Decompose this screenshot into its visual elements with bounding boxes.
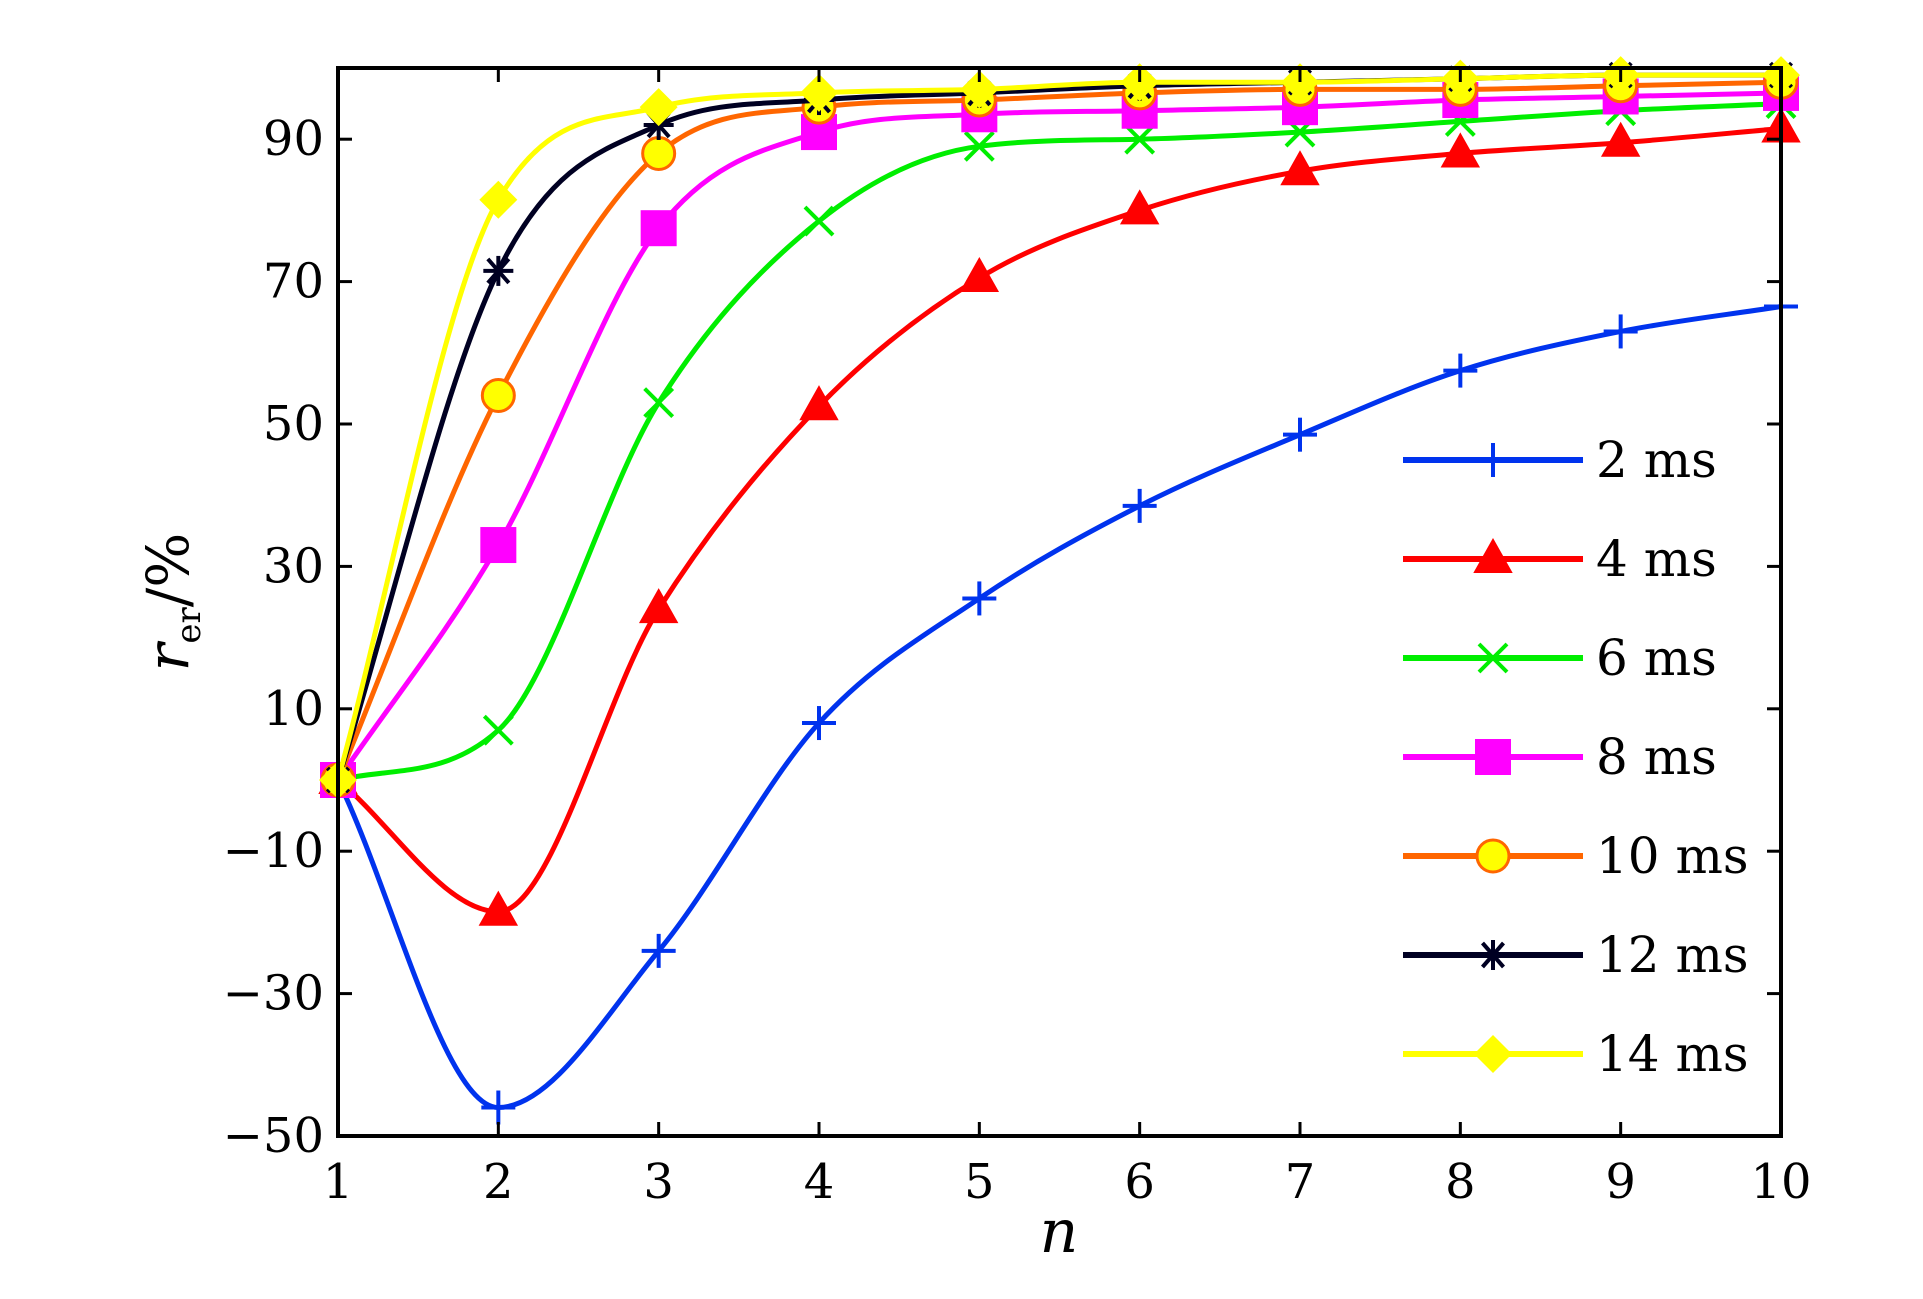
legend-item-10ms: 10 ms [1403,827,1749,885]
x-tick-label: 7 [1285,1154,1316,1210]
data-point-2ms-n6 [1122,488,1157,523]
series-2ms [321,289,1798,1125]
data-point-14ms-n3 [639,88,678,127]
legend-marker [1474,1035,1512,1073]
tick-layer: 1 2 3 4 5 6 7 8 9 10 −50 −30 −10 10 30 50 70 90 [223,68,1812,1210]
data-point-14ms-n4 [800,73,838,112]
y-tick-label: −10 [223,823,324,879]
legend-marker [1476,443,1510,477]
x-tick-label: 4 [804,1154,835,1210]
x-tick-label: 2 [483,1154,514,1210]
data-point-14ms-n7 [1281,63,1319,102]
legend-label: 8 ms [1596,728,1717,786]
legend-label: 6 ms [1596,629,1717,687]
data-point-12ms-n2 [483,255,514,286]
data-point-4ms-n6 [1119,189,1160,225]
x-axis-label: n [1040,1197,1079,1267]
y-tick-label: −30 [223,966,324,1022]
data-point-10ms-n2 [480,378,516,414]
y-axis-label: rer/% [134,533,209,672]
legend-item-12ms: 12 ms [1403,926,1749,984]
series-8ms [320,74,1799,798]
y-axis-label-main: r [134,640,202,671]
data-point-6ms-n6 [1124,123,1156,155]
data-point-2ms-n8 [1443,353,1478,388]
legend-item-6ms: 6 ms [1403,629,1717,687]
legend-label: 12 ms [1596,926,1749,984]
data-point-2ms-n7 [1283,417,1317,452]
x-tick-label: 3 [643,1154,674,1210]
legend-label: 2 ms [1596,431,1717,489]
legend-marker [1475,739,1511,775]
series-10ms [320,64,1799,798]
y-tick-label: −50 [223,1108,324,1164]
data-point-4ms-n2 [478,890,519,926]
y-tick-label: 10 [263,681,324,737]
legend: 2 ms 4 ms 6 ms 8 ms 10 ms 12 ms 14 ms [1403,431,1749,1083]
legend-label: 10 ms [1596,827,1749,885]
data-point-2ms-n5 [962,581,997,616]
data-point-14ms-n5 [960,70,999,109]
data-point-6ms-n2 [482,714,514,746]
y-axis-label-unit: /% [134,533,202,608]
svg-text:rer/%: rer/% [134,533,209,672]
legend-label: 14 ms [1596,1025,1749,1083]
data-point-6ms-n3 [643,387,675,419]
y-tick-label: 30 [263,538,324,594]
data-point-14ms-n6 [1120,63,1159,102]
legend-item-8ms: 8 ms [1403,728,1717,786]
legend-item-14ms: 14 ms [1403,1025,1749,1083]
plot-area-frame [336,66,1783,1138]
x-tick-label: 5 [964,1154,995,1210]
data-point-6ms-n5 [963,130,995,162]
series-4ms [318,107,1801,926]
x-tick-label: 6 [1124,1154,1155,1210]
x-tick-label: 10 [1750,1154,1811,1210]
x-tick-label: 9 [1605,1154,1636,1210]
x-tick-label: 8 [1445,1154,1476,1210]
legend-item-2ms: 2 ms [1403,431,1717,489]
y-axis-label-subscript: er [169,607,209,644]
data-point-4ms-n7 [1280,150,1320,186]
legend-marker [1475,838,1511,874]
data-point-4ms-n4 [799,385,839,421]
y-tick-label: 50 [263,396,324,452]
series-line-8ms [335,90,1782,782]
data-point-10ms-n3 [641,135,677,171]
data-point-2ms-n9 [1603,314,1638,349]
data-point-4ms-n5 [959,257,1000,293]
series-line-4ms [336,126,1782,915]
data-point-4ms-n3 [638,588,679,624]
legend-label: 4 ms [1596,530,1717,588]
data-point-2ms-n4 [802,706,836,741]
data-point-8ms-n2 [480,527,517,564]
legend-marker [1478,940,1508,970]
series-14ms [319,56,1800,799]
data-point-4ms-n8 [1440,132,1481,168]
data-point-4ms-n9 [1600,121,1641,157]
data-point-14ms-n2 [479,180,518,219]
data-point-6ms-n4 [803,205,835,237]
legend-marker [1477,642,1509,674]
data-point-2ms-n2 [481,1090,516,1125]
legend-item-4ms: 4 ms [1403,530,1717,588]
data-point-8ms-n3 [640,210,677,247]
x-tick-label: 1 [323,1154,354,1210]
series-layer [318,56,1801,1125]
data-point-2ms-n3 [641,933,676,968]
series-line-6ms [337,101,1782,783]
y-tick-label: 90 [263,111,324,167]
legend-marker [1473,537,1513,573]
series-12ms [323,60,1796,795]
y-tick-label: 70 [263,254,324,310]
